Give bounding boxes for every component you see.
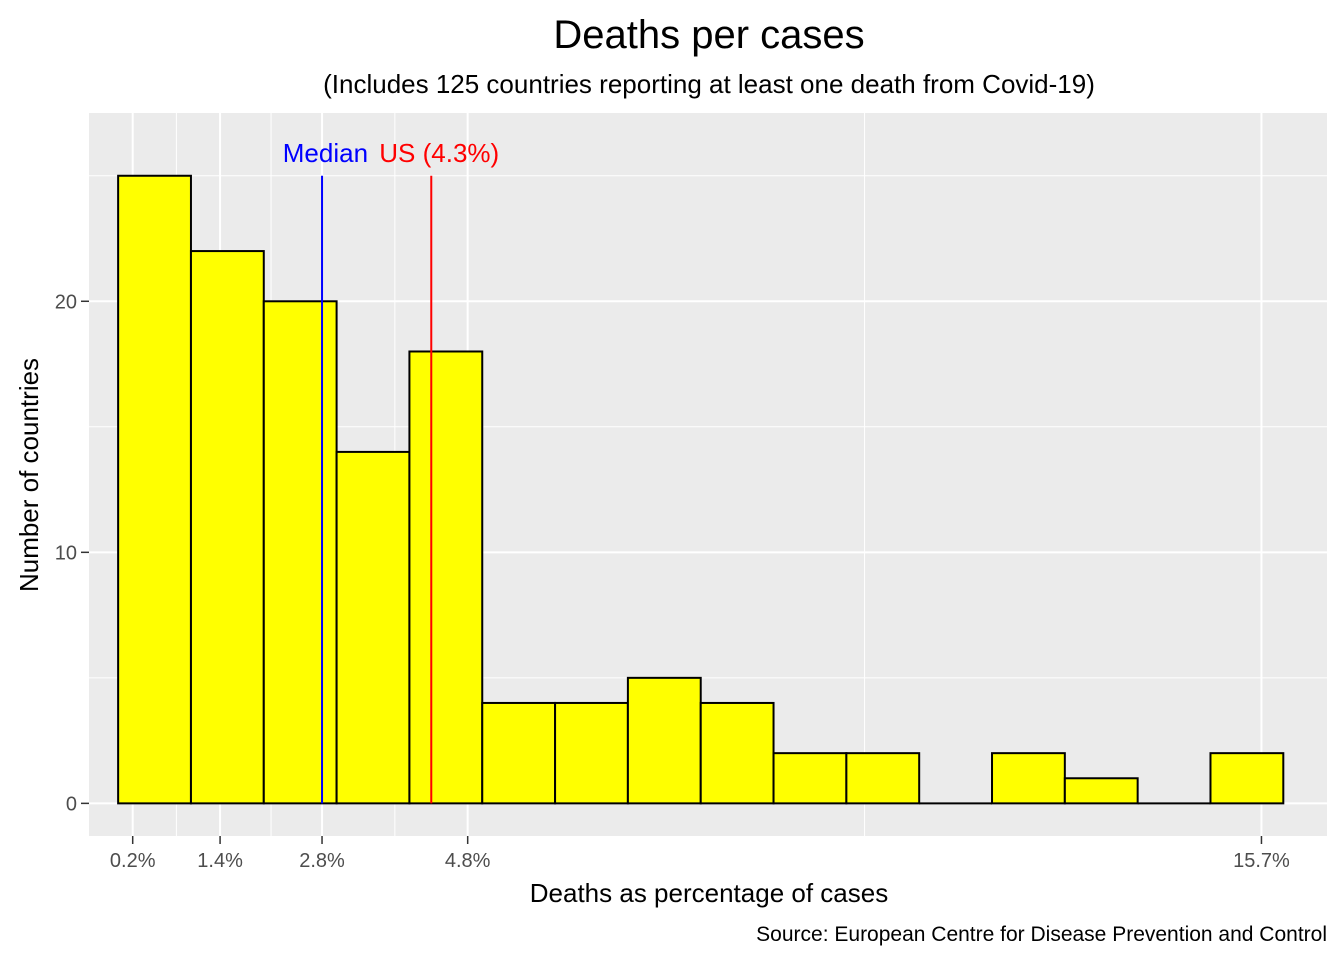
histogram-bar [481, 701, 557, 805]
x-axis-title: Deaths as percentage of cases [530, 878, 888, 908]
chart-caption: Source: European Centre for Disease Prev… [756, 923, 1327, 946]
histogram-bar [408, 350, 484, 805]
histogram-bars [117, 174, 1285, 805]
histogram-bar [554, 701, 629, 805]
chart-subtitle: (Includes 125 countries reporting at lea… [323, 69, 1095, 99]
x-tick-label: 2.8% [299, 850, 345, 872]
reference-lines: Median US (4.3%) [283, 138, 499, 804]
chart-title: Deaths per cases [553, 13, 864, 57]
reference-line-label: Median [283, 138, 368, 168]
histogram-bar [699, 701, 775, 805]
x-axis-ticks: 0.2% 1.4% 2.8% 4.8% 15.7% [110, 836, 1290, 872]
histogram-bar [262, 300, 338, 805]
x-tick-label: 4.8% [445, 850, 491, 872]
x-tick-label: 1.4% [197, 850, 243, 872]
y-axis-ticks: 0 10 20 [55, 291, 89, 815]
histogram-bar [1063, 777, 1139, 805]
histogram-bar [845, 752, 921, 805]
y-tick-label: 0 [66, 793, 77, 815]
y-tick-label: 20 [55, 291, 77, 313]
y-axis-title: Number of countries [14, 358, 44, 592]
histogram-bar [991, 752, 1066, 805]
histogram-bar [1209, 752, 1285, 805]
histogram-bar [772, 752, 848, 805]
y-tick-label: 10 [55, 542, 77, 564]
x-tick-label: 0.2% [110, 850, 156, 872]
histogram-bar [117, 174, 192, 805]
x-tick-label: 15.7% [1233, 850, 1290, 872]
reference-line-label: US (4.3%) [379, 138, 499, 168]
histogram-bar [626, 676, 702, 805]
histogram-bar [189, 250, 265, 805]
histogram-bar [335, 450, 411, 805]
